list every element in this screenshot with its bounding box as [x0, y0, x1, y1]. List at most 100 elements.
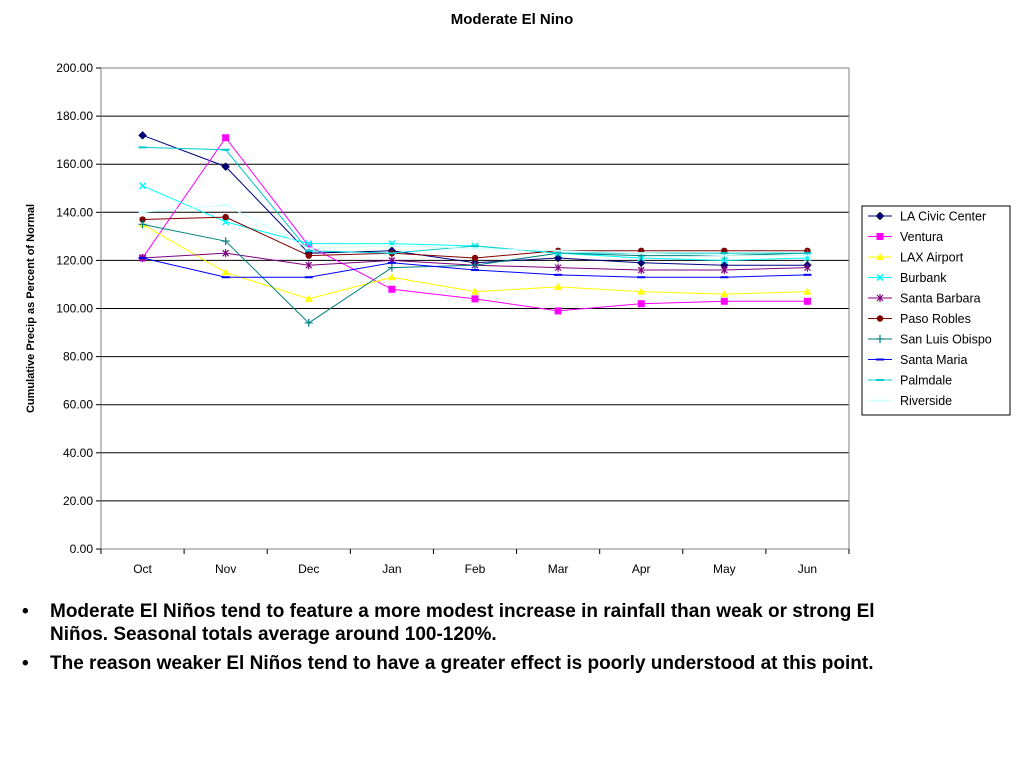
- legend-label: Burbank: [900, 271, 947, 285]
- legend-item: Palmdale: [868, 374, 952, 388]
- data-point: [222, 213, 229, 221]
- data-point: [221, 237, 230, 246]
- legend-label: Ventura: [900, 230, 943, 244]
- y-tick-label: 80.00: [63, 350, 93, 364]
- legend-marker: [876, 253, 884, 260]
- gridlines: [101, 67, 849, 550]
- data-point: [471, 261, 479, 270]
- data-point: [387, 273, 396, 281]
- data-point: [720, 266, 728, 275]
- x-tick-label: Oct: [133, 562, 152, 576]
- data-point: [387, 263, 396, 272]
- data-point: [221, 268, 230, 276]
- bullet-text: Moderate El Niños tend to feature a more…: [50, 601, 875, 645]
- y-tick-label: 0.00: [70, 542, 94, 556]
- data-point: [803, 287, 812, 295]
- legend-label: Santa Barbara: [900, 292, 981, 306]
- legend-item: Santa Barbara: [868, 292, 981, 306]
- legend-label: Paso Robles: [900, 312, 971, 326]
- legend-item: Paso Robles: [868, 312, 971, 326]
- y-tick-label: 60.00: [63, 398, 93, 412]
- data-point: [637, 266, 645, 275]
- legend-item: Santa Maria: [868, 353, 967, 367]
- y-axis: 0.00 20.00 40.00 60.00 80.00 100.00 120.00 140.…: [56, 61, 101, 556]
- series-riverside: [138, 204, 812, 257]
- series-palmdale: [138, 146, 812, 255]
- legend-item: Riverside: [868, 394, 952, 408]
- x-tick-label: Jun: [798, 562, 817, 576]
- data-point: [554, 282, 563, 290]
- legend: LA Civic Center Ventura LAX Airport Burbank…: [861, 205, 1011, 416]
- legend-item: Ventura: [868, 230, 943, 244]
- data-point: [221, 162, 231, 171]
- data-point: [720, 297, 728, 305]
- bullet-text: The reason weaker El Niños tend to have …: [50, 653, 874, 674]
- x-tick-label: Apr: [632, 562, 651, 576]
- series-ventura: [139, 134, 811, 315]
- legend-marker: [876, 273, 884, 282]
- bullet-item: • The reason weaker El Niños tend to hav…: [22, 652, 922, 675]
- data-point: [471, 295, 479, 303]
- y-tick-label: 20.00: [63, 494, 93, 508]
- data-point: [554, 263, 562, 272]
- bullet-dot: •: [22, 601, 29, 622]
- data-point: [139, 216, 146, 223]
- series-line: [142, 146, 808, 254]
- legend-label: San Luis Obispo: [900, 333, 992, 347]
- data-point: [637, 300, 645, 308]
- data-point: [720, 290, 729, 298]
- legend-label: LAX Airport: [900, 251, 964, 265]
- y-tick-label: 180.00: [56, 109, 93, 123]
- data-point: [637, 287, 646, 295]
- data-point: [305, 252, 312, 259]
- y-tick-label: 160.00: [56, 157, 93, 171]
- legend-marker: [876, 335, 884, 343]
- legend-label: Santa Maria: [900, 353, 967, 367]
- data-point: [222, 134, 230, 142]
- bullet-list: • Moderate El Niños tend to feature a mo…: [22, 600, 922, 681]
- series-burbank: [138, 182, 812, 264]
- legend-label: Riverside: [900, 394, 952, 408]
- data-point: [471, 287, 479, 295]
- legend-label: LA Civic Center: [900, 210, 986, 224]
- y-tick-label: 40.00: [63, 446, 93, 460]
- series-layer: [138, 130, 812, 327]
- data-point: [305, 242, 313, 250]
- data-point: [803, 297, 811, 305]
- data-point: [388, 285, 396, 293]
- legend-item: Burbank: [868, 271, 947, 285]
- legend-marker: [875, 211, 885, 221]
- data-point: [138, 220, 147, 229]
- legend-label: Palmdale: [900, 374, 952, 388]
- chart-title: Moderate El Nino: [451, 11, 574, 28]
- data-point: [305, 261, 313, 270]
- legend-marker: [876, 233, 884, 240]
- legend-marker: [876, 315, 884, 322]
- legend-item: San Luis Obispo: [868, 333, 992, 347]
- data-point: [304, 294, 313, 302]
- series-santa-maria: [138, 256, 812, 279]
- series-paso-robles: [139, 213, 811, 262]
- y-tick-label: 120.00: [56, 253, 93, 267]
- data-point: [222, 218, 230, 226]
- data-point: [138, 130, 147, 140]
- data-point: [720, 256, 728, 264]
- y-axis-label: Cumulative Precip as Percent of Normal: [25, 204, 37, 413]
- bullet-dot: •: [22, 653, 29, 674]
- series-san-luis-obispo: [138, 220, 812, 327]
- data-point: [471, 254, 479, 262]
- x-tick-label: Feb: [465, 562, 486, 576]
- line-chart: Moderate El Nino 0.00 20.00 40.00 60.00 80.0…: [25, 11, 1011, 576]
- data-point: [304, 318, 313, 327]
- data-point: [305, 239, 313, 248]
- bullet-item: • Moderate El Niños tend to feature a mo…: [22, 600, 922, 646]
- x-tick-label: May: [713, 562, 736, 576]
- data-point: [804, 263, 811, 272]
- series-line: [142, 216, 808, 259]
- data-point: [138, 182, 147, 190]
- y-tick-label: 100.00: [56, 302, 93, 316]
- x-tick-label: Mar: [548, 562, 569, 576]
- x-tick-label: Nov: [215, 562, 236, 576]
- x-axis: Oct Nov Dec Jan Feb Mar Apr May Jun: [100, 549, 850, 576]
- data-point: [554, 307, 562, 315]
